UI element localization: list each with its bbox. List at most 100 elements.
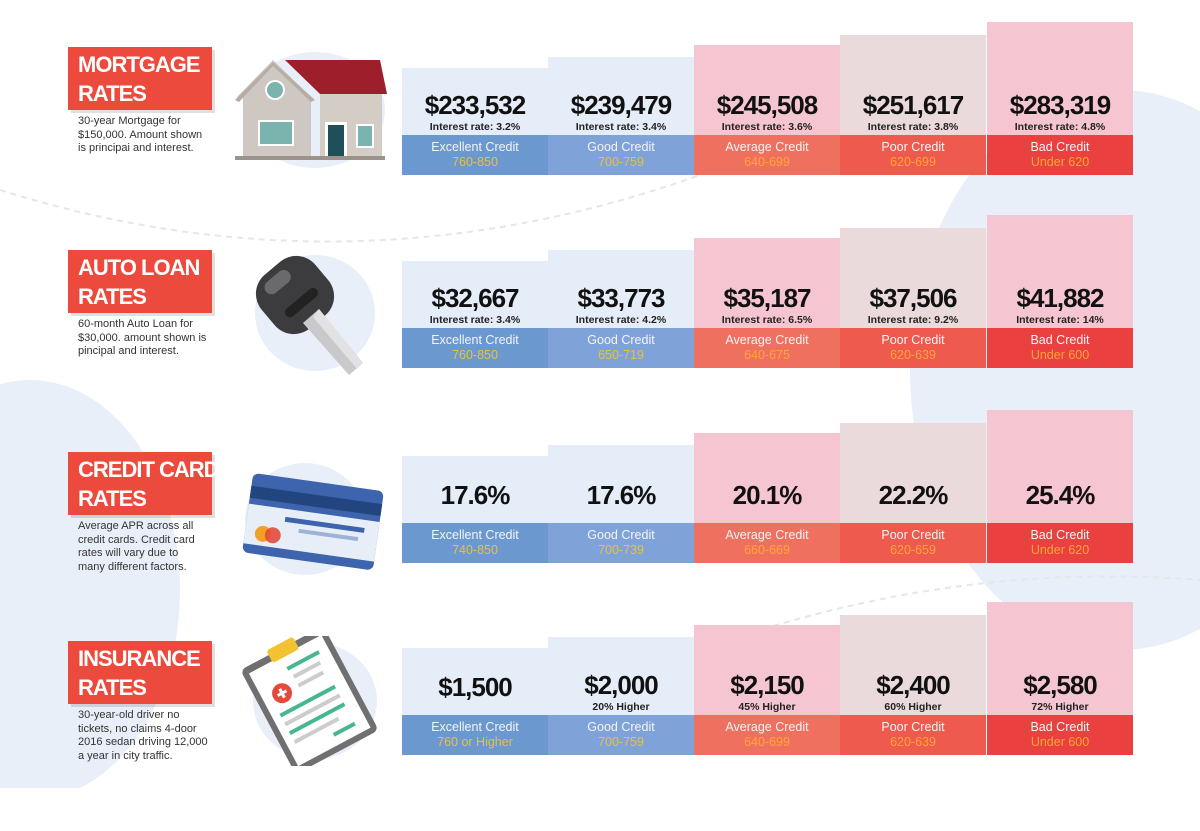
- tier-value: $2,400: [876, 670, 951, 700]
- credit-label: Poor Credit: [881, 528, 945, 542]
- title-line-2: RATES: [78, 81, 147, 106]
- tier-value-area: 22.2%: [840, 480, 986, 511]
- tier-poor-credit: $2,400 60% Higher Poor Credit 620-639: [840, 615, 986, 755]
- tier-value: 17.6%: [586, 480, 657, 510]
- tier-value: $283,319: [1009, 90, 1111, 120]
- credit-label: Average Credit: [725, 720, 809, 734]
- tier-value-area: 17.6%: [402, 480, 548, 511]
- title-line-1: CREDIT CARD: [78, 457, 220, 482]
- credit-band: Bad Credit Under 600: [987, 715, 1133, 755]
- dashed-line: [0, 174, 701, 243]
- credit-range: 640-675: [744, 348, 790, 362]
- car-key-icon: [225, 245, 395, 375]
- tier-value: $1,500: [438, 672, 513, 702]
- credit-band: Excellent Credit 760-850: [402, 328, 548, 368]
- tier-bad-credit: $283,319 Interest rate: 4.8% Bad Credit Un…: [987, 22, 1133, 175]
- tier-value-area: $2,580 72% Higher: [987, 670, 1133, 713]
- tier-excellent-credit: $1,500 Excellent Credit 760 or Higher: [402, 648, 548, 755]
- credit-label: Excellent Credit: [431, 720, 519, 734]
- tier-note: Interest rate: 4.8%: [1014, 121, 1106, 133]
- title-line-2: RATES: [78, 675, 147, 700]
- tier-value: $32,667: [431, 283, 520, 313]
- credit-band: Average Credit 640-675: [694, 328, 840, 368]
- credit-range: 620-639: [890, 735, 936, 749]
- tier-value: 17.6%: [440, 480, 511, 510]
- credit-range: 660-669: [744, 543, 790, 557]
- credit-range: Under 600: [1030, 348, 1090, 362]
- credit-range: 740-850: [452, 543, 498, 557]
- tier-value-area: $251,617 Interest rate: 3.8%: [840, 90, 986, 133]
- tier-bad-credit: 25.4% Bad Credit Under 620: [987, 410, 1133, 563]
- credit-band: Good Credit 700-739: [548, 523, 694, 563]
- credit-band: Bad Credit Under 600: [987, 328, 1133, 368]
- tier-value: $239,479: [570, 90, 672, 120]
- credit-band: Poor Credit 620-699: [840, 135, 986, 175]
- title-line-1: INSURANCE: [78, 646, 201, 671]
- credit-range: 760-850: [452, 348, 498, 362]
- credit-label: Bad Credit: [1030, 140, 1090, 154]
- credit-label: Average Credit: [725, 140, 809, 154]
- section-description: 30-year-old driver no tickets, no claims…: [78, 709, 208, 762]
- tier-poor-credit: $37,506 Interest rate: 9.2% Poor Credit 62…: [840, 228, 986, 368]
- tier-note: 60% Higher: [884, 701, 942, 713]
- credit-band: Bad Credit Under 620: [987, 135, 1133, 175]
- tier-poor-credit: $251,617 Interest rate: 3.8% Poor Credit 6…: [840, 35, 986, 175]
- tier-value-area: $239,479 Interest rate: 3.4%: [548, 90, 694, 133]
- tier-note: Interest rate: 3.4%: [575, 121, 667, 133]
- section-1: MORTGAGE RATES 30-year Mortgage for $150,…: [0, 47, 1200, 237]
- tier-value-area: 20.1%: [694, 480, 840, 511]
- tier-excellent-credit: $233,532 Interest rate: 3.2% Excellent Cr…: [402, 68, 548, 175]
- tier-value: 20.1%: [732, 480, 803, 510]
- tier-value: $35,187: [723, 283, 812, 313]
- section-description: 30-year Mortgage for $150,000. Amount sh…: [78, 115, 203, 154]
- tier-note: Interest rate: 3.4%: [429, 314, 521, 326]
- tier-value: 25.4%: [1025, 480, 1096, 510]
- credit-label: Good Credit: [587, 720, 655, 734]
- credit-range: 640-699: [744, 735, 790, 749]
- tier-value-area: $37,506 Interest rate: 9.2%: [840, 283, 986, 326]
- tier-average-credit: $245,508 Interest rate: 3.6% Average Cred…: [694, 45, 840, 175]
- tier-value: $251,617: [862, 90, 964, 120]
- title-line-1: AUTO LOAN: [78, 255, 200, 280]
- credit-range: Under 600: [1030, 735, 1090, 749]
- credit-label: Poor Credit: [881, 140, 945, 154]
- tier-value-area: $233,532 Interest rate: 3.2%: [402, 90, 548, 133]
- tier-value: $245,508: [716, 90, 818, 120]
- section-title: AUTO LOAN RATES: [68, 250, 212, 313]
- tier-good-credit: 17.6% Good Credit 700-739: [548, 445, 694, 563]
- credit-band: Good Credit 700-759: [548, 135, 694, 175]
- tier-note: Interest rate: 4.2%: [575, 314, 667, 326]
- tier-value: $2,150: [730, 670, 805, 700]
- tier-value-area: $33,773 Interest rate: 4.2%: [548, 283, 694, 326]
- credit-label: Good Credit: [587, 333, 655, 347]
- section-title: MORTGAGE RATES: [68, 47, 212, 110]
- credit-card-icon: [225, 447, 395, 577]
- tier-note: Interest rate: 14%: [1016, 314, 1104, 326]
- tier-good-credit: $33,773 Interest rate: 4.2% Good Credit 65…: [548, 250, 694, 368]
- credit-band: Average Credit 640-699: [694, 715, 840, 755]
- credit-range: Under 620: [1030, 155, 1090, 169]
- tier-poor-credit: 22.2% Poor Credit 620-659: [840, 423, 986, 563]
- dashed-line: [699, 575, 1200, 651]
- title-line-2: RATES: [78, 284, 147, 309]
- house-icon: [225, 42, 395, 172]
- credit-label: Bad Credit: [1030, 528, 1090, 542]
- tier-value: $41,882: [1016, 283, 1105, 313]
- tier-value-area: $2,000 20% Higher: [548, 670, 694, 713]
- credit-range: 700-759: [598, 155, 644, 169]
- tier-note: 20% Higher: [592, 701, 650, 713]
- credit-band: Poor Credit 620-639: [840, 715, 986, 755]
- tier-value-area: $2,400 60% Higher: [840, 670, 986, 713]
- credit-label: Excellent Credit: [431, 333, 519, 347]
- credit-label: Excellent Credit: [431, 528, 519, 542]
- credit-range: 620-659: [890, 543, 936, 557]
- credit-band: Average Credit 640-699: [694, 135, 840, 175]
- credit-range: 700-759: [598, 735, 644, 749]
- tier-value: $233,532: [424, 90, 526, 120]
- credit-label: Average Credit: [725, 333, 809, 347]
- credit-label: Poor Credit: [881, 720, 945, 734]
- tier-value-area: $2,150 45% Higher: [694, 670, 840, 713]
- tier-value: $2,000: [584, 670, 659, 700]
- credit-band: Poor Credit 620-639: [840, 328, 986, 368]
- tier-value-area: $32,667 Interest rate: 3.4%: [402, 283, 548, 326]
